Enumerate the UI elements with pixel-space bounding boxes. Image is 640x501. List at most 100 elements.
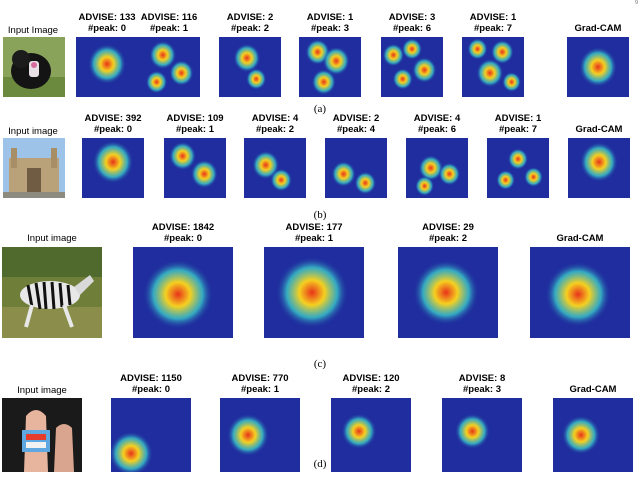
- heatmap-hotspot: [168, 141, 197, 171]
- heatmap-hotspot: [438, 162, 461, 186]
- heatmap-overlay-image: [398, 247, 498, 338]
- method-score-label: ADVISE: 177: [285, 222, 343, 233]
- heatmap-overlay-image: [442, 398, 522, 472]
- method-score-label: ADVISE: 1150: [120, 373, 182, 384]
- heatmap-hotspot: [392, 68, 413, 90]
- heatmap-overlay-image: [381, 37, 443, 97]
- caption-a: (a): [313, 103, 327, 115]
- heatmap-hotspot: [142, 259, 214, 330]
- method-score-label: ADVISE: 1: [494, 113, 542, 124]
- heatmap-hotspot: [578, 46, 618, 88]
- heatmap-hotspot: [322, 46, 350, 76]
- heatmap-overlay-image: [325, 138, 387, 198]
- heatmap-overlay-image: [567, 37, 629, 97]
- heatmap-hotspot: [454, 413, 490, 450]
- peak-count-label: #peak: 2: [230, 23, 270, 34]
- heatmap-column-label: ADVISE: 109 #peak: 1: [144, 113, 246, 135]
- method-score-label: ADVISE: 2: [332, 113, 380, 124]
- heatmap-column-label: ADVISE: 1 #peak: 7: [442, 12, 544, 34]
- heatmap-hotspot: [502, 71, 522, 93]
- heatmap-column-label: ADVISE: 116 #peak: 1: [118, 12, 220, 34]
- heatmap-hotspot: [413, 259, 479, 326]
- heatmap-hotspot: [401, 38, 423, 60]
- heatmap-column-label: ADVISE: 4 #peak: 2: [224, 113, 326, 135]
- heatmap-column-label: ADVISE: 2 #peak: 4: [305, 113, 407, 135]
- input-image-label: Input image: [8, 126, 58, 137]
- method-score-label: ADVISE: 2: [226, 12, 274, 23]
- peak-count-label: #peak: 1: [175, 124, 215, 135]
- peak-count-label: #peak: 3: [310, 23, 350, 34]
- heatmap-hotspot: [270, 168, 293, 192]
- peak-count-label: #peak: 0: [131, 384, 171, 395]
- method-score-label: ADVISE: 133: [78, 12, 136, 23]
- caption-d: (d): [313, 458, 327, 470]
- heatmap-overlay-image: [299, 37, 361, 97]
- heatmap-hotspot: [331, 161, 356, 187]
- heatmap-hotspot: [496, 169, 516, 191]
- peak-count-label: #peak: 7: [498, 124, 538, 135]
- heatmap-hotspot: [149, 40, 177, 70]
- heatmap-column-label: ADVISE: 29 #peak: 2: [378, 222, 518, 244]
- method-score-label: ADVISE: 3: [388, 12, 436, 23]
- peak-count-label: #peak: 6: [417, 124, 457, 135]
- heatmap-hotspot: [467, 38, 488, 60]
- heatmap-hotspot: [87, 43, 127, 85]
- heatmap-hotspot: [579, 141, 619, 183]
- heatmap-hotspot: [275, 256, 349, 329]
- method-score-label: Grad-CAM: [556, 233, 604, 244]
- heatmap-hotspot: [245, 68, 267, 90]
- heatmap-hotspot: [490, 39, 514, 65]
- heatmap-hotspot: [523, 166, 544, 188]
- method-score-label: ADVISE: 1842: [151, 222, 215, 233]
- input-image-label: Input image: [27, 233, 77, 244]
- input-image-dog: [3, 37, 65, 97]
- heatmap-column-label: ADVISE: 4 #peak: 6: [386, 113, 488, 135]
- heatmap-hotspot: [545, 261, 611, 328]
- peak-count-label: #peak: 7: [473, 23, 513, 34]
- heatmap-hotspot: [341, 413, 377, 450]
- method-score-label: ADVISE: 1: [469, 12, 517, 23]
- heatmap-overlay-image: [76, 37, 138, 97]
- method-score-label: ADVISE: 4: [251, 113, 299, 124]
- heatmap-column-label: Grad-CAM: [547, 23, 640, 34]
- heatmap-column-label: ADVISE: 1842 #peak: 0: [113, 222, 253, 244]
- peak-count-label: #peak: 0: [163, 233, 203, 244]
- peak-count-label: #peak: 2: [428, 233, 468, 244]
- input-image-finger: [2, 398, 82, 472]
- heatmap-column-label: Grad-CAM: [548, 124, 640, 135]
- input-image-cathedral: [3, 138, 65, 198]
- heatmap-hotspot: [412, 57, 437, 83]
- heatmap-hotspot: [145, 70, 168, 94]
- heatmap-hotspot: [476, 58, 504, 88]
- method-score-label: Grad-CAM: [575, 124, 623, 135]
- method-score-label: Grad-CAM: [569, 384, 617, 395]
- heatmap-overlay-image: [133, 247, 233, 338]
- heatmap-hotspot: [418, 155, 444, 181]
- caption-c: (c): [313, 358, 327, 370]
- heatmap-overlay-image: [331, 398, 411, 472]
- method-score-label: Grad-CAM: [574, 23, 622, 34]
- heatmap-overlay-image: [138, 37, 200, 97]
- peak-count-label: #peak: 1: [240, 384, 280, 395]
- heatmap-hotspot: [226, 413, 270, 457]
- heatmap-hotspot: [311, 69, 337, 95]
- heatmap-overlay-image: [264, 247, 364, 338]
- heatmap-hotspot: [233, 43, 261, 73]
- page-mark: 9: [635, 0, 638, 6]
- input-image-zebra: [2, 247, 102, 338]
- method-score-label: ADVISE: 120: [342, 373, 400, 384]
- heatmap-overlay-image: [530, 247, 630, 338]
- heatmap-hotspot: [415, 175, 435, 197]
- method-score-label: ADVISE: 392: [84, 113, 142, 124]
- peak-count-label: #peak: 1: [149, 23, 189, 34]
- heatmap-overlay-image: [164, 138, 226, 198]
- heatmap-column-label: Grad-CAM: [533, 384, 640, 395]
- peak-count-label: #peak: 4: [336, 124, 376, 135]
- heatmap-column-label: ADVISE: 770 #peak: 1: [200, 373, 320, 395]
- heatmap-overlay-image: [244, 138, 306, 198]
- heatmap-hotspot: [169, 60, 194, 86]
- method-score-label: ADVISE: 770: [231, 373, 289, 384]
- peak-count-label: #peak: 1: [294, 233, 334, 244]
- method-score-label: ADVISE: 109: [166, 113, 224, 124]
- heatmap-overlay-image: [462, 37, 524, 97]
